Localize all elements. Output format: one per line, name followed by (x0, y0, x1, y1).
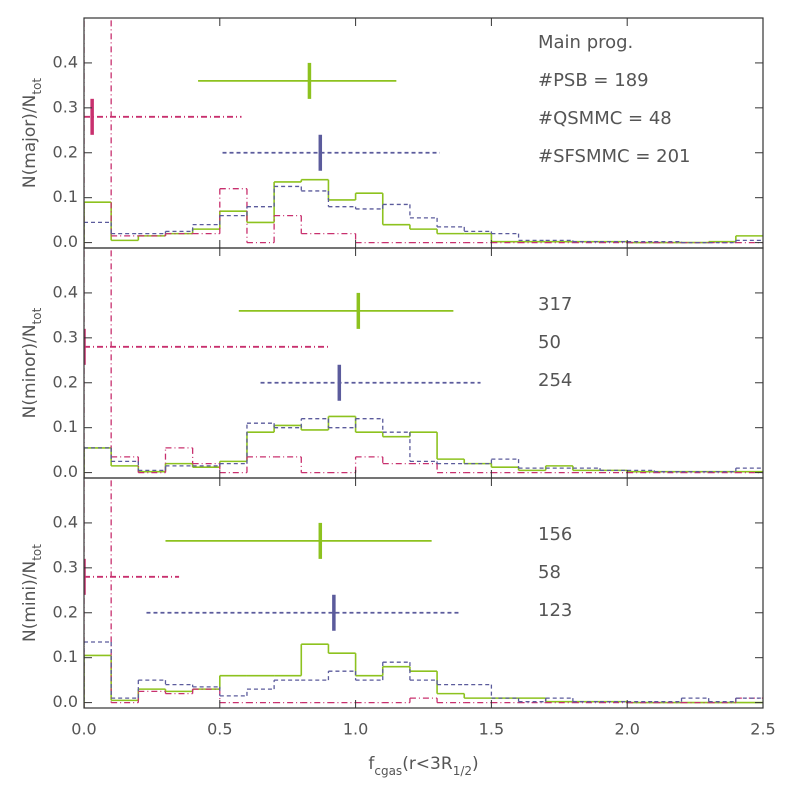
y-tick-label: 0.1 (53, 417, 78, 436)
y-label-part: N(mini)/N (20, 561, 40, 642)
x-tick-label: 2.5 (750, 720, 775, 739)
y-tick-label: 0.0 (53, 232, 78, 251)
x-tick-label: 0.5 (207, 720, 232, 739)
x-label-part: ) (472, 754, 479, 774)
y-tick-label: 0.4 (53, 52, 78, 71)
y-label-part: N(minor)/N (20, 324, 40, 418)
y-tick-label: 0.2 (53, 602, 78, 621)
plot-area (84, 18, 763, 248)
y-tick-label: 0.3 (53, 97, 78, 116)
y-label-part: N(major)/N (20, 95, 40, 189)
x-label-part: (r<3R (402, 754, 453, 774)
y-tick-label: 0.3 (53, 557, 78, 576)
x-label-part: cgas (374, 764, 402, 778)
y-tick-label: 0.3 (53, 327, 78, 346)
y-label-part: tot (30, 307, 44, 324)
annotation: 254 (538, 370, 572, 391)
frame (83, 17, 764, 249)
y-label-part: tot (30, 544, 44, 561)
y-tick-label: 0.1 (53, 187, 78, 206)
x-label-part: 1/2 (453, 764, 472, 778)
x-tick-label: 1.0 (343, 720, 368, 739)
x-tick-label: 2.0 (614, 720, 639, 739)
annotation: 156 (538, 524, 572, 545)
annotation: #QSMMC = 48 (538, 108, 672, 129)
y-tick-label: 0.0 (53, 692, 78, 711)
x-tick-label: 0.0 (71, 720, 96, 739)
annotation: 50 (538, 332, 561, 353)
y-tick-label: 0.1 (53, 647, 78, 666)
plot-area (84, 478, 763, 708)
x-axis-label: fcgas(r<3R1/2) (368, 754, 478, 778)
y-tick-label: 0.2 (53, 142, 78, 161)
y-axis-label: N(major)/Ntot (20, 78, 44, 189)
annotation: Main prog. (538, 32, 633, 53)
annotation: 58 (538, 562, 561, 583)
x-tick-label: 1.5 (479, 720, 504, 739)
plot-area (84, 248, 763, 478)
y-tick-label: 0.4 (53, 282, 78, 301)
y-tick-label: 0.2 (53, 372, 78, 391)
annotation: 123 (538, 600, 572, 621)
annotation: #PSB = 189 (538, 70, 649, 91)
y-tick-label: 0.4 (53, 512, 78, 531)
y-axis-label: N(minor)/Ntot (20, 307, 44, 418)
annotation: 317 (538, 294, 572, 315)
annotation: #SFSMMC = 201 (538, 146, 690, 167)
y-tick-label: 0.0 (53, 462, 78, 481)
y-label-part: tot (30, 78, 44, 95)
y-axis-label: N(mini)/Ntot (20, 544, 44, 642)
x-label-part: f (368, 754, 375, 774)
frame (83, 477, 764, 709)
frame (83, 247, 764, 479)
